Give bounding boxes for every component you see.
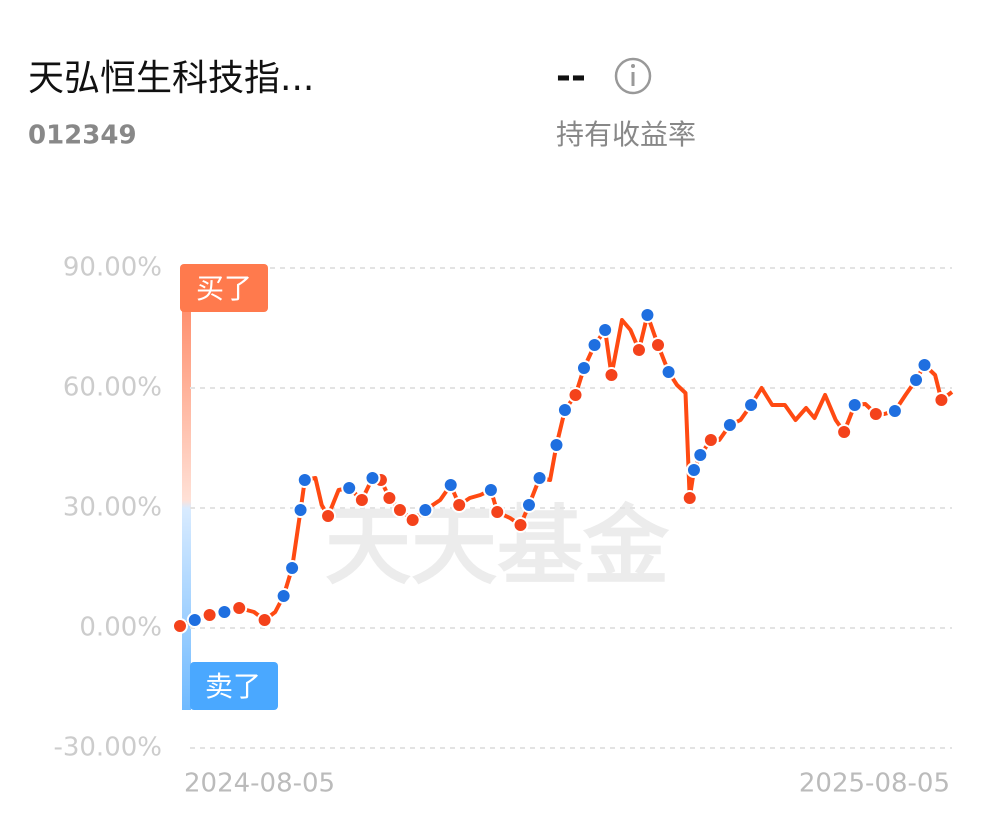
y-tick-label: 0.00% — [79, 613, 162, 643]
trade-dot — [603, 367, 620, 383]
trade-dot — [201, 607, 218, 623]
legend-tag — [180, 264, 268, 312]
trade-dot — [512, 517, 529, 533]
trade-dot — [320, 508, 337, 524]
trade-dot — [650, 337, 667, 353]
legend-tag — [190, 662, 278, 710]
trade-dot — [660, 364, 677, 380]
y-tick-label: -30.00% — [53, 733, 162, 763]
trade-dot — [743, 397, 760, 413]
trade-dot — [836, 424, 853, 440]
y-tick-label: 30.00% — [63, 493, 162, 523]
trade-range-bar — [182, 290, 191, 710]
trade-dot — [597, 322, 614, 338]
return-label: 持有收益率 — [556, 118, 696, 151]
trade-dot — [685, 462, 702, 478]
x-tick-label: 2025-08-05 — [799, 769, 950, 799]
trade-dot — [216, 604, 233, 620]
fund-title: 天弘恒生科技指... — [28, 58, 314, 99]
trade-dot — [341, 480, 358, 496]
trade-dot — [442, 477, 459, 493]
trade-dot — [172, 618, 188, 634]
trade-dot — [520, 497, 537, 513]
trade-dot — [639, 307, 656, 323]
fund-code: 012349 — [28, 121, 137, 151]
trade-dot — [702, 432, 719, 448]
legend-label: 买了 — [196, 272, 252, 305]
legend-label: 卖了 — [205, 670, 261, 703]
y-tick-label: 90.00% — [63, 253, 162, 283]
trade-dot — [556, 402, 573, 418]
trade-dot — [284, 560, 301, 576]
trade-dot — [531, 470, 548, 486]
trade-dot — [548, 437, 565, 453]
trade-dot — [391, 502, 408, 518]
trade-dot — [296, 472, 313, 488]
trade-dot — [353, 492, 370, 508]
trade-dot — [482, 482, 499, 498]
trade-dot — [292, 502, 309, 518]
return-value: -- — [556, 56, 586, 97]
trade-dot — [916, 357, 933, 373]
trade-dot — [692, 447, 709, 463]
trade-dot — [186, 612, 203, 628]
trade-dot — [256, 612, 273, 628]
y-tick-label: 60.00% — [63, 373, 162, 403]
trade-dot — [364, 470, 381, 486]
trade-dot — [381, 490, 398, 506]
trade-dot — [489, 504, 506, 520]
trade-dot — [867, 406, 884, 422]
info-icon[interactable] — [614, 57, 652, 95]
trade-dot — [630, 342, 647, 358]
trade-dot — [933, 392, 950, 408]
trade-dot — [681, 490, 698, 506]
trade-dot — [567, 387, 584, 403]
trade-dot — [721, 417, 738, 433]
trade-dot — [451, 497, 468, 513]
trade-dot — [417, 502, 434, 518]
trade-dot — [886, 403, 903, 419]
trade-dot — [586, 337, 603, 353]
trade-dot — [275, 588, 292, 604]
trade-dot — [575, 360, 592, 376]
trade-dot — [231, 600, 248, 616]
x-tick-label: 2024-08-05 — [184, 769, 335, 799]
trade-dot — [846, 397, 863, 413]
trade-dot — [908, 372, 925, 388]
trade-dot — [404, 512, 421, 528]
